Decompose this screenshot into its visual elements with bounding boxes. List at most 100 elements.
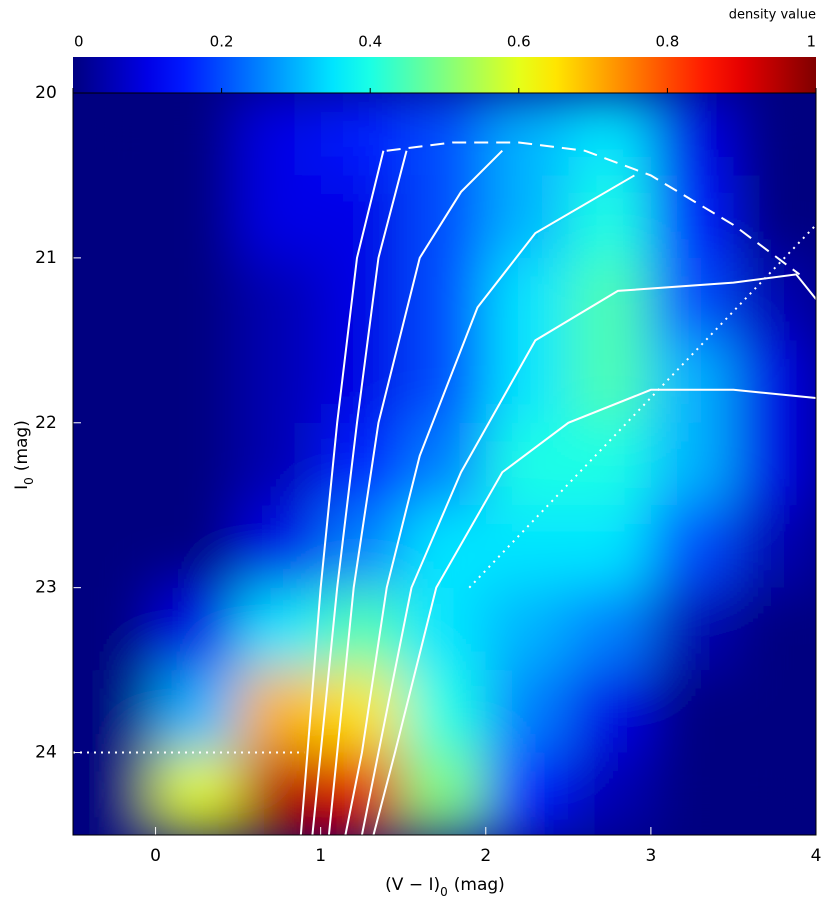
density-cell xyxy=(650,505,735,589)
density-cell xyxy=(568,257,652,342)
density-cell xyxy=(568,340,652,424)
isochrone-line xyxy=(327,150,503,835)
density-cell xyxy=(650,93,735,177)
density-cell xyxy=(485,505,570,589)
density-cell xyxy=(238,752,322,835)
plot-frame xyxy=(72,92,817,836)
density-cell xyxy=(650,257,735,342)
density-cell xyxy=(238,93,322,177)
density-cell xyxy=(568,752,652,835)
density-cell xyxy=(155,505,240,589)
density-cell xyxy=(485,175,570,259)
y-tick-label: 21 xyxy=(35,248,57,268)
colorbar-tick-label: 0.2 xyxy=(210,33,234,51)
density-cell xyxy=(650,670,735,754)
colorbar-tick-label: 0.8 xyxy=(655,33,679,51)
density-cell xyxy=(320,175,405,259)
y-axis-label: I0(mag) xyxy=(12,420,36,490)
density-cell xyxy=(568,175,652,259)
density-cell xyxy=(403,340,487,424)
density-cell xyxy=(733,340,816,424)
isochrone-line xyxy=(360,273,816,835)
x-axis-label: (V − I)0 (mag) xyxy=(385,875,505,899)
density-cell xyxy=(733,670,816,754)
y-tick-label: 22 xyxy=(35,413,57,433)
y-tick-label: 24 xyxy=(35,743,57,763)
density-cell xyxy=(403,93,487,177)
y-tick-label: 20 xyxy=(35,83,57,103)
density-cell xyxy=(733,505,816,589)
density-cell xyxy=(238,422,322,507)
density-cell xyxy=(73,93,157,177)
density-cell xyxy=(568,505,652,589)
density-cell xyxy=(73,752,157,835)
density-cell xyxy=(733,587,816,672)
density-cell xyxy=(485,422,570,507)
density-cell xyxy=(155,340,240,424)
density-cell xyxy=(238,175,322,259)
density-cell xyxy=(485,752,570,835)
density-cell xyxy=(155,752,240,835)
colorbar-tick-label: 1 xyxy=(806,33,816,51)
density-cell xyxy=(403,422,487,507)
isochrone-line xyxy=(372,388,816,835)
colorbar-tick-label: 0.6 xyxy=(507,33,531,51)
density-cell xyxy=(73,340,157,424)
density-cell xyxy=(73,587,157,672)
isochrone-line xyxy=(386,141,801,276)
density-cell xyxy=(733,752,816,835)
density-cell xyxy=(568,670,652,754)
density-cell xyxy=(650,340,735,424)
density-cell xyxy=(73,257,157,342)
x-tick-label: 4 xyxy=(811,846,822,866)
density-cell xyxy=(320,752,405,835)
x-tick-label: 3 xyxy=(645,846,656,866)
density-cell xyxy=(238,257,322,342)
density-cell xyxy=(73,175,157,259)
density-cell xyxy=(73,505,157,589)
density-cell xyxy=(238,587,322,672)
isochrone-line xyxy=(344,174,635,835)
isochrone-line xyxy=(311,150,408,835)
density-cell xyxy=(485,93,570,177)
density-cell xyxy=(320,93,405,177)
density-cell xyxy=(650,175,735,259)
density-cell xyxy=(238,505,322,589)
density-cell xyxy=(568,587,652,672)
isochrone-line xyxy=(299,150,385,835)
colorbar-tick-label: 0 xyxy=(74,33,84,51)
density-cell xyxy=(650,752,735,835)
x-tick-label: 2 xyxy=(480,846,491,866)
isochrones xyxy=(73,141,816,835)
density-cell xyxy=(320,670,405,754)
density-cell xyxy=(485,670,570,754)
density-cell xyxy=(650,422,735,507)
density-cell xyxy=(485,257,570,342)
density-cell xyxy=(403,670,487,754)
density-cell xyxy=(485,587,570,672)
density-cell xyxy=(73,422,157,507)
density-cell xyxy=(650,587,735,672)
density-map xyxy=(73,93,816,835)
density-cell xyxy=(155,670,240,754)
y-tick-label: 23 xyxy=(35,578,57,598)
density-cell xyxy=(73,670,157,754)
density-cell xyxy=(733,175,816,259)
density-cell xyxy=(733,257,816,342)
colorbar-label: density value xyxy=(729,8,816,23)
density-cell xyxy=(403,587,487,672)
density-cell xyxy=(155,175,240,259)
density-cell xyxy=(320,587,405,672)
x-tick-label: 1 xyxy=(315,846,326,866)
colorbar-tick-label: 0.4 xyxy=(358,33,382,51)
density-cell xyxy=(568,93,652,177)
density-cell xyxy=(320,505,405,589)
density-cell xyxy=(403,752,487,835)
density-cell xyxy=(155,422,240,507)
density-cell xyxy=(155,587,240,672)
x-tick-label: 0 xyxy=(150,846,161,866)
density-cell xyxy=(320,422,405,507)
density-cell xyxy=(733,93,816,177)
density-cell xyxy=(155,93,240,177)
